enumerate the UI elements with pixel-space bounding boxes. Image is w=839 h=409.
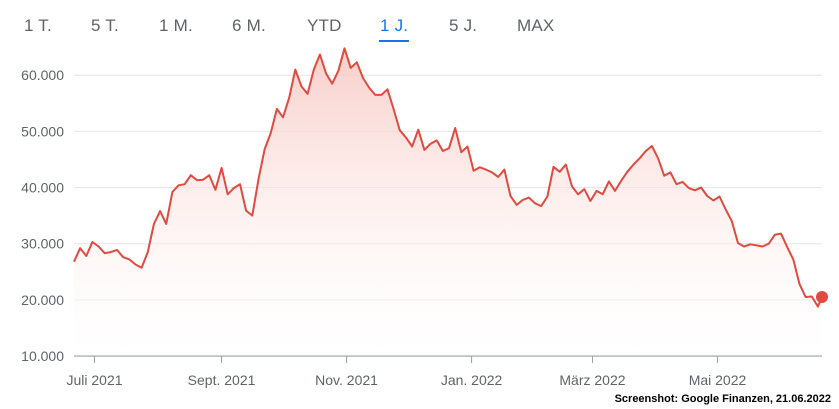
y-tick-label: 50.000: [21, 123, 64, 139]
x-tick-label: Juli 2021: [66, 372, 122, 388]
y-tick-label: 10.000: [21, 348, 64, 364]
active-tab-underline: [379, 40, 409, 42]
x-tick-label: Mai 2022: [689, 372, 747, 388]
x-axis: Juli 2021 Sept. 2021 Nov. 2021 Jan. 2022 Mär…: [66, 356, 746, 388]
range-tabs: 1 T. 5 T. 1 M. 6 M. YTD 1 J. 5 J. MAX: [0, 0, 839, 50]
x-tick-label: Nov. 2021: [315, 372, 378, 388]
y-tick-label: 30.000: [21, 236, 64, 252]
current-price-marker[interactable]: [816, 291, 828, 304]
tab-1-j[interactable]: 1 J.: [380, 16, 409, 35]
price-line: [73, 47, 823, 308]
area-fill: [74, 48, 822, 357]
tab-6-m[interactable]: 6 M.: [232, 16, 266, 35]
x-tick-label: Sept. 2021: [188, 372, 256, 388]
tab-max[interactable]: MAX: [517, 16, 555, 35]
y-tick-label: 40.000: [21, 180, 64, 196]
tab-1-m[interactable]: 1 M.: [159, 16, 193, 35]
screenshot-credit: Screenshot: Google Finanzen, 21.06.2022: [614, 393, 831, 405]
y-axis: 10.000 20.000 30.000 40.000 50.000 60.000: [21, 67, 64, 364]
x-tick-label: März 2022: [559, 372, 625, 388]
tab-ytd[interactable]: YTD: [307, 16, 342, 35]
y-tick-label: 60.000: [21, 67, 64, 83]
x-tick-label: Jan. 2022: [441, 372, 503, 388]
tab-5-t[interactable]: 5 T.: [91, 16, 119, 35]
y-tick-label: 20.000: [21, 292, 64, 308]
tab-1-t[interactable]: 1 T.: [24, 16, 52, 35]
tab-5-j[interactable]: 5 J.: [449, 16, 478, 35]
